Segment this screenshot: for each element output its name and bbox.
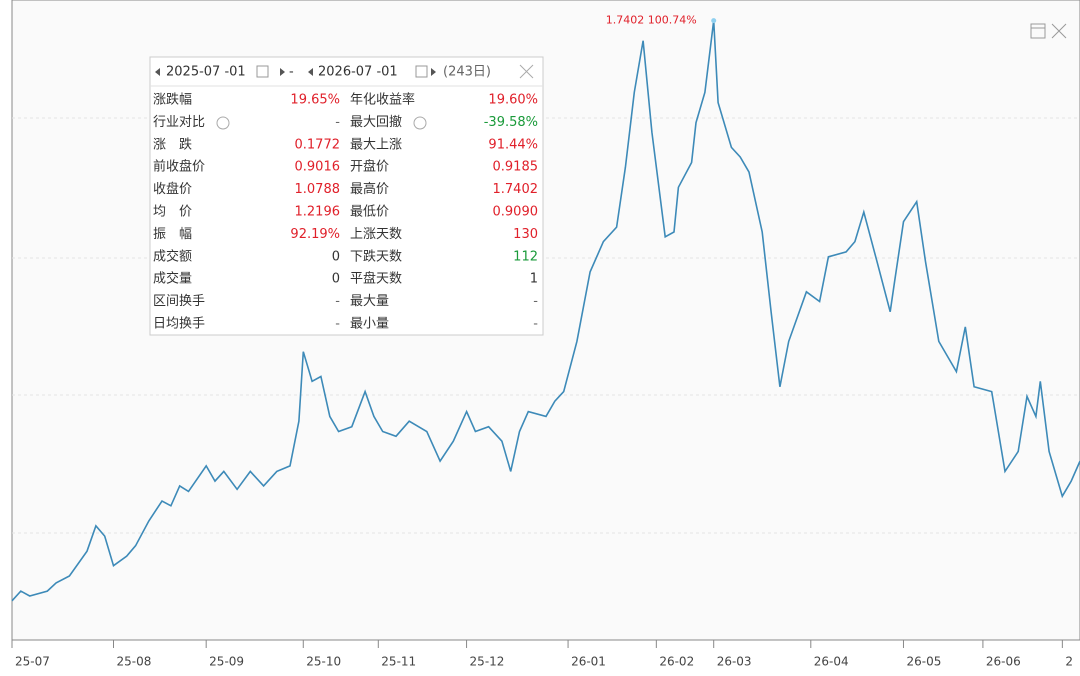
close-button[interactable] xyxy=(519,64,534,79)
x-tick-label: 26-06 xyxy=(986,655,1021,669)
stat-label: 收盘价 xyxy=(153,181,192,197)
stat-value: 130 xyxy=(513,227,538,242)
stat-label: 最大量 xyxy=(350,294,389,309)
x-tick-label: 26-05 xyxy=(906,655,941,669)
stat-label: 涨 跌 xyxy=(153,136,192,152)
stat-value: 0.1772 xyxy=(295,137,341,152)
stat-value: 0.9016 xyxy=(295,160,341,175)
stat-label: 均 价 xyxy=(153,205,192,220)
stat-value: 112 xyxy=(513,249,538,264)
stat-value: - xyxy=(533,317,538,332)
stat-label: 日均换手 xyxy=(153,317,205,332)
stat-value: 0 xyxy=(332,249,340,264)
stat-value: 19.60% xyxy=(488,93,538,108)
stat-label: 涨跌幅 xyxy=(153,92,192,108)
stat-label: 最小量 xyxy=(350,317,389,332)
stat-label: 行业对比 xyxy=(153,115,205,130)
x-tick-label: 26-01 xyxy=(571,655,606,669)
calendar-icons[interactable] xyxy=(256,65,428,78)
stat-value: 91.44% xyxy=(488,137,538,152)
stat-label: 振 幅 xyxy=(153,227,192,242)
stat-value: 1.7402 xyxy=(493,182,539,197)
x-tick-label: 25-07 xyxy=(15,655,50,669)
separator: - xyxy=(289,65,294,80)
stat-value: 0.9090 xyxy=(493,205,539,220)
stat-label: 下跌天数 xyxy=(350,248,402,264)
stat-value: 1.0788 xyxy=(295,182,341,197)
x-tick-label: 26-02 xyxy=(659,655,694,669)
stat-label: 区间换手 xyxy=(153,294,205,309)
stat-value: -39.58% xyxy=(484,115,538,130)
stat-value: - xyxy=(335,317,340,332)
stat-label: 最大回撤 xyxy=(350,114,402,130)
days: (243日) xyxy=(443,65,491,80)
stat-value: 0.9185 xyxy=(493,160,539,175)
x-tick-label: 26-04 xyxy=(814,655,849,669)
x-tick-label: 25-08 xyxy=(117,655,152,669)
x-tick-label: 26-03 xyxy=(717,655,752,669)
end-date[interactable]: 2026-07 -01 xyxy=(318,65,398,80)
x-tick-label: 25-12 xyxy=(470,655,505,669)
x-tick-label: 25-10 xyxy=(306,655,341,669)
help-icons[interactable] xyxy=(216,116,427,130)
x-tick-label: 25-11 xyxy=(381,655,416,669)
start-date[interactable]: 2025-07 -01 xyxy=(166,65,246,80)
stat-label: 前收盘价 xyxy=(153,159,205,175)
stat-value: 19.65% xyxy=(290,93,340,108)
peak-marker xyxy=(711,18,717,24)
x-tick-label: 25-09 xyxy=(209,655,244,669)
grid xyxy=(12,117,1080,534)
price-line xyxy=(11,20,1080,602)
stat-label: 最低价 xyxy=(350,205,389,220)
stat-label: 开盘价 xyxy=(350,159,389,175)
stat-value: 0 xyxy=(332,272,340,287)
stat-label: 平盘天数 xyxy=(350,271,402,287)
stat-value: 92.19% xyxy=(290,227,340,242)
stat-label: 上涨天数 xyxy=(350,227,402,242)
window-icons[interactable] xyxy=(1030,23,1067,39)
stat-label: 成交量 xyxy=(153,271,192,287)
x-tick-label: 2 xyxy=(1065,655,1073,669)
stat-label: 成交额 xyxy=(153,248,192,264)
stat-value: 1 xyxy=(530,272,538,287)
stat-label: 最大上涨 xyxy=(350,137,402,152)
stat-value: - xyxy=(335,115,340,130)
stat-value: - xyxy=(533,294,538,309)
stat-value: 1.2196 xyxy=(295,205,341,220)
stats-panel: 2025-07 -01 - 2026-07 -01 (243日) 涨跌幅 19.6… xyxy=(149,56,544,336)
stat-value: - xyxy=(335,294,340,309)
peak-annotation: 1.7402 100.74% xyxy=(606,14,697,27)
stat-label: 最高价 xyxy=(350,181,389,197)
stat-label: 年化收益率 xyxy=(350,92,415,108)
